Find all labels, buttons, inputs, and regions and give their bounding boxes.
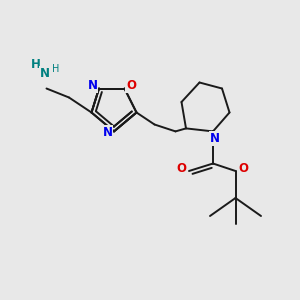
Text: N: N	[102, 126, 112, 140]
Text: H: H	[52, 64, 59, 74]
Text: H: H	[31, 58, 41, 71]
Text: N: N	[87, 79, 98, 92]
Text: O: O	[238, 161, 248, 175]
Text: N: N	[209, 132, 220, 146]
Text: O: O	[176, 161, 187, 175]
Text: O: O	[126, 79, 136, 92]
Text: N: N	[40, 67, 50, 80]
